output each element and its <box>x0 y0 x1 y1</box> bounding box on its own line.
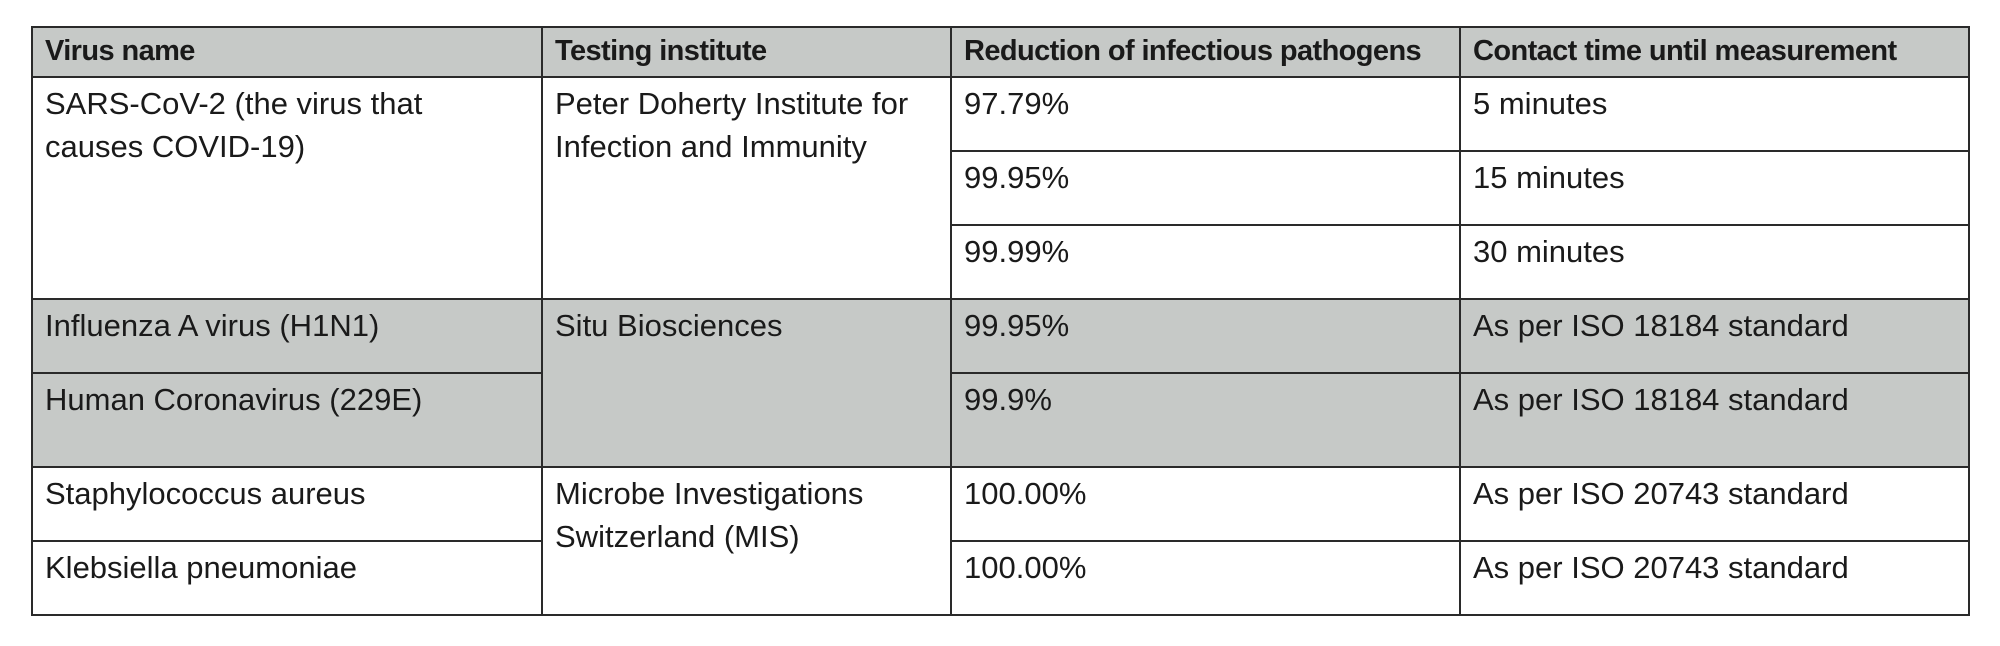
reduction-cell: 97.79% <box>950 76 1461 152</box>
table-row: Influenza A virus (H1N1) Situ Bioscience… <box>31 298 1970 468</box>
virus-test-results-table: Virus name Testing institute Reduction o… <box>31 26 1970 616</box>
header-testing-institute: Testing institute <box>541 26 952 78</box>
virus-name-cell: SARS-CoV-2 (the virus that causes COVID-… <box>31 76 543 300</box>
table-header: Virus name Testing institute Reduction o… <box>31 26 1970 78</box>
testing-institute-cell: Peter Doherty Institute for Infection an… <box>541 76 952 300</box>
virus-name-cell: Staphylococcus aureus <box>31 466 543 542</box>
header-virus-name: Virus name <box>31 26 543 78</box>
contact-time-cell: 15 minutes <box>1459 150 1970 226</box>
table-row: SARS-CoV-2 (the virus that causes COVID-… <box>31 76 1970 300</box>
contact-time-cell: 5 minutes <box>1459 76 1970 152</box>
table-body: SARS-CoV-2 (the virus that causes COVID-… <box>31 76 1970 616</box>
reduction-cell: 99.95% <box>950 150 1461 226</box>
virus-name-cell: Klebsiella pneumoniae <box>31 540 543 616</box>
contact-time-cell: As per ISO 18184 standard <box>1459 298 1970 374</box>
table-row: 99.95% 15 minutes <box>32 150 1970 226</box>
reduction-cell: 99.99% <box>950 224 1461 300</box>
reduction-cell: 99.9% <box>950 372 1461 468</box>
reduction-cell: 100.00% <box>950 466 1461 542</box>
header-row: Virus name Testing institute Reduction o… <box>31 26 1970 78</box>
table-row: Staphylococcus aureus Microbe Investigat… <box>31 466 1970 616</box>
reduction-cell: 99.95% <box>950 298 1461 374</box>
contact-time-cell: As per ISO 20743 standard <box>1459 540 1970 616</box>
table-row: Klebsiella pneumoniae 100.00% As per ISO… <box>31 540 1970 616</box>
header-reduction: Reduction of infectious pathogens <box>950 26 1461 78</box>
testing-institute-cell: Microbe Investigations Switzerland (MIS) <box>541 466 952 616</box>
contact-time-cell: As per ISO 20743 standard <box>1459 466 1970 542</box>
virus-name-cell: Human Coronavirus (229E) <box>31 372 543 468</box>
virus-name-cell: Influenza A virus (H1N1) <box>31 298 543 374</box>
contact-time-cell: 30 minutes <box>1459 224 1970 300</box>
table-row: 99.99% 30 minutes <box>32 224 1970 300</box>
header-contact-time: Contact time until measurement <box>1459 26 1970 78</box>
reduction-cell: 100.00% <box>950 540 1461 616</box>
testing-institute-cell: Situ Biosciences <box>541 298 952 468</box>
contact-time-cell: As per ISO 18184 standard <box>1459 372 1970 468</box>
table-row: Human Coronavirus (229E) 99.9% As per IS… <box>31 372 1970 468</box>
